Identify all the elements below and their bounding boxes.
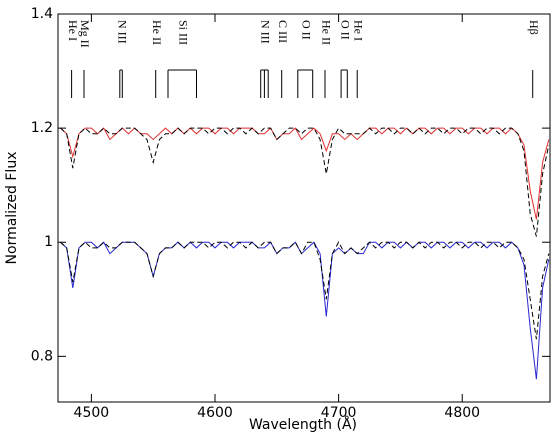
y-tick-label: 1.4 bbox=[31, 6, 53, 22]
line-id-marker bbox=[119, 69, 123, 98]
y-tick-label: 0.8 bbox=[31, 348, 53, 364]
x-axis-label: Wavelength (Å) bbox=[249, 416, 357, 433]
spectrum-line bbox=[60, 127, 550, 220]
line-id-label: Hβ bbox=[527, 20, 541, 35]
spectrum-line bbox=[60, 241, 550, 380]
line-id-label: Si III bbox=[176, 20, 190, 45]
line-id-marker bbox=[167, 69, 197, 98]
x-tick-label: 4600 bbox=[197, 405, 233, 421]
x-tick-label: 4500 bbox=[74, 405, 110, 421]
line-id-label: N III bbox=[115, 20, 129, 44]
line-id-label: Mg II bbox=[78, 20, 92, 48]
y-tick-label: 1.2 bbox=[31, 120, 53, 136]
line-id-label: O II bbox=[299, 20, 313, 40]
plot-frame bbox=[57, 13, 551, 403]
line-id-marker bbox=[340, 69, 348, 98]
line-id-label: He II bbox=[319, 20, 333, 45]
spectrum-line bbox=[60, 241, 550, 340]
line-id-label: He I bbox=[351, 20, 365, 41]
line-id-label: He I bbox=[66, 20, 80, 41]
y-tick-label: 1 bbox=[44, 234, 53, 250]
line-id-label: N III bbox=[259, 20, 273, 44]
x-tick-label: 4800 bbox=[444, 405, 480, 421]
spectrum-line bbox=[60, 127, 550, 237]
line-id-label: He II bbox=[150, 20, 164, 45]
line-id-label: C III bbox=[276, 20, 290, 43]
line-id-label: O II bbox=[338, 20, 352, 40]
x-tick-label: 4700 bbox=[321, 405, 357, 421]
line-id-marker bbox=[260, 69, 269, 98]
line-id-marker bbox=[297, 69, 314, 98]
y-axis-label: Normalized Flux bbox=[4, 152, 20, 265]
